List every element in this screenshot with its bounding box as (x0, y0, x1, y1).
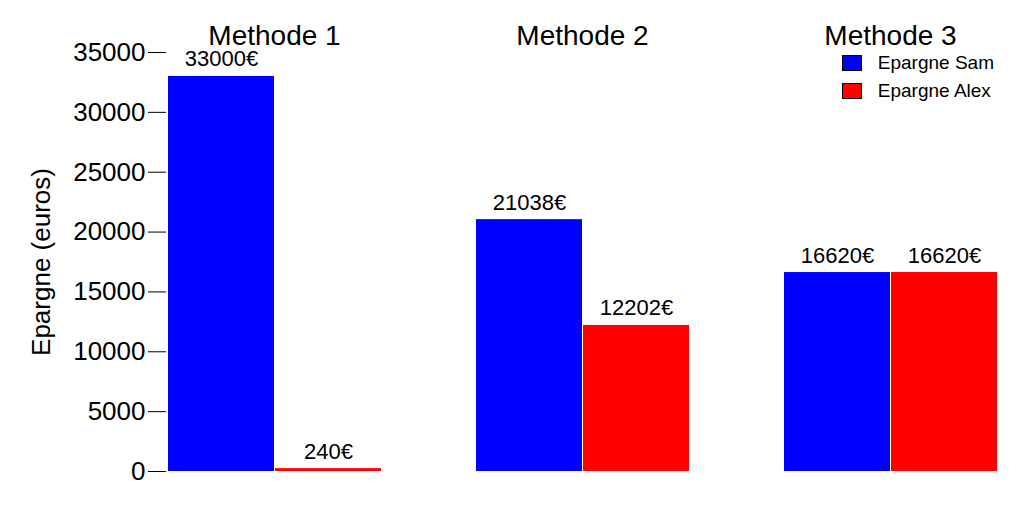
html-text:Epargne Sam: Epargne Sam (877, 52, 994, 73)
svg-text:Methode 3: Methode 3 (824, 20, 956, 51)
svg-text:0: 0 (131, 456, 145, 486)
svg-text:Epargne (euros): Epargne (euros) (26, 168, 56, 356)
svg-text:12202€: 12202€ (600, 295, 673, 320)
svg-text:16620€: 16620€ (801, 243, 874, 268)
svg-text:Methode 2: Methode 2 (516, 20, 648, 51)
svg-text:16620€: 16620€ (908, 243, 981, 268)
svg-text:5000: 5000 (88, 396, 146, 426)
svg-text:25000: 25000 (73, 157, 145, 187)
svg-text:35000: 35000 (73, 37, 145, 67)
svg-text:10000: 10000 (73, 336, 145, 366)
svg-text:20000: 20000 (73, 216, 145, 246)
svg-text:240€: 240€ (304, 439, 353, 464)
svg-text:30000: 30000 (73, 97, 145, 127)
svg-text:21038€: 21038€ (493, 190, 566, 215)
html-text:Epargne Alex: Epargne Alex (877, 80, 991, 101)
svg-text:33000€: 33000€ (184, 46, 259, 72)
svg-text:Methode 1: Methode 1 (208, 20, 340, 51)
svg-text:15000: 15000 (73, 276, 145, 306)
